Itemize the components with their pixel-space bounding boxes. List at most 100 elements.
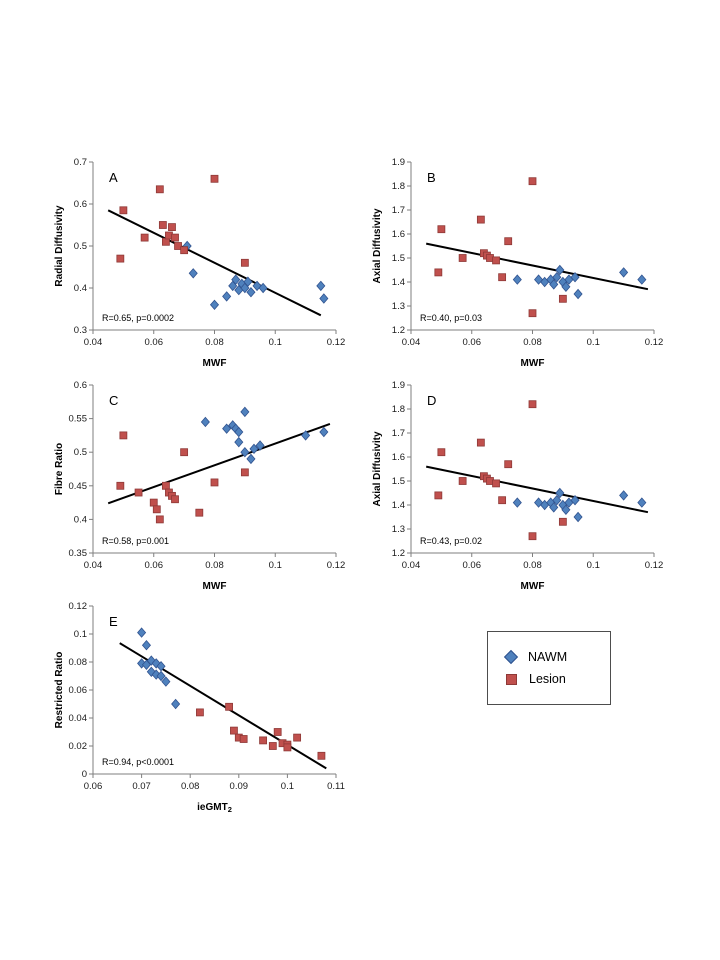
y-tick-label: 0.08 xyxy=(69,657,88,668)
data-point-square xyxy=(528,309,537,318)
data-point-square xyxy=(317,751,326,760)
data-point-square xyxy=(240,258,249,267)
data-point-square xyxy=(225,702,233,711)
data-point-diamond xyxy=(200,416,210,428)
y-tick-label: 1.9 xyxy=(392,157,405,168)
data-point-diamond xyxy=(573,511,583,523)
data-point-diamond xyxy=(151,669,161,680)
scatter-plot-C: 0.04 0.06 0.08 0.1 0.12 0.35 0.4 0.45 0.5 0.55 0.6… xyxy=(54,380,345,592)
x-tick-label: 0.1 xyxy=(281,781,294,792)
scatter-plot-A: 0.04 0.06 0.08 0.1 0.12 0.3 0.4 0.5 0.6 0.7 A R=0.6… xyxy=(54,157,345,369)
x-tick-label: 0.1 xyxy=(269,337,282,348)
x-tick-label: 0.1 xyxy=(587,337,600,348)
x-tick-label: 0.1 xyxy=(269,560,282,571)
x-tick-label: 0.08 xyxy=(181,781,200,792)
x-axis-label: MWF xyxy=(203,358,227,369)
lesion-square-icon xyxy=(506,673,517,685)
y-tick-label: 0.55 xyxy=(69,414,88,425)
data-point-diamond xyxy=(161,676,171,687)
data-point-square xyxy=(180,448,189,457)
panel-a-radial-diffusivity-chart: 0.04 0.06 0.08 0.1 0.12 0.3 0.4 0.5 0.6 0.7 A R=0.6… xyxy=(48,152,348,372)
data-point-diamond xyxy=(561,281,571,293)
x-tick-label: 0.08 xyxy=(523,560,542,571)
y-tick-label: 1.3 xyxy=(392,301,405,312)
data-point-diamond xyxy=(555,487,565,499)
y-tick-label: 0.35 xyxy=(69,548,88,559)
correlation-annotation: R=0.65, p=0.0002 xyxy=(102,313,174,323)
y-tick-label: 0.45 xyxy=(69,481,88,492)
data-point-diamond xyxy=(234,426,244,438)
data-point-square xyxy=(528,532,537,541)
data-point-square xyxy=(152,505,161,514)
x-tick-label: 0.04 xyxy=(402,337,421,348)
panel-letter: B xyxy=(427,170,436,185)
x-tick-label: 0.1 xyxy=(587,560,600,571)
data-point-square xyxy=(230,726,238,735)
legend-label-nawm: NAWM xyxy=(528,650,568,664)
data-point-square xyxy=(195,508,204,517)
data-point-square xyxy=(259,736,268,745)
data-point-diamond xyxy=(570,271,580,283)
panel-c-fibre-ratio-chart: 0.04 0.06 0.08 0.1 0.12 0.35 0.4 0.45 0.5 0.55 0.6… xyxy=(48,375,348,595)
data-point-square xyxy=(492,256,500,265)
data-point-square xyxy=(140,233,149,242)
data-point-square xyxy=(504,460,513,469)
data-point-diamond xyxy=(222,423,232,434)
x-tick-label: 0.06 xyxy=(463,337,482,348)
data-point-diamond xyxy=(146,655,156,666)
y-tick-label: 0.6 xyxy=(74,199,87,210)
data-point-square xyxy=(492,479,500,488)
data-point-diamond xyxy=(243,276,253,287)
scatter-plot-B: 0.04 0.06 0.08 0.1 0.12 1.2 1.3 1.4 1.5 1.6 1.7 1.8… xyxy=(372,157,663,369)
correlation-annotation: R=0.58, p=0.001 xyxy=(102,536,169,546)
data-point-square xyxy=(437,225,446,234)
x-tick-label: 0.09 xyxy=(230,781,249,792)
y-tick-label: 0.6 xyxy=(74,380,87,391)
legend-item-nawm: NAWM xyxy=(503,649,602,665)
data-point-diamond xyxy=(512,497,522,508)
trendline xyxy=(425,242,649,291)
x-tick-label: 0.08 xyxy=(205,560,224,571)
data-point-square xyxy=(171,495,179,504)
data-point-square xyxy=(134,488,143,497)
data-point-square xyxy=(240,468,249,477)
y-tick-label: 0.02 xyxy=(69,741,88,752)
y-tick-label: 0.4 xyxy=(74,514,87,525)
data-point-diamond xyxy=(234,436,244,448)
data-point-diamond xyxy=(246,453,256,465)
data-point-square xyxy=(528,177,537,186)
x-axis-label: MWF xyxy=(521,358,545,369)
data-point-square xyxy=(149,498,158,507)
y-tick-label: 0.12 xyxy=(69,601,88,612)
correlation-annotation: R=0.94, p<0.0001 xyxy=(102,757,174,767)
correlation-annotation: R=0.40, p=0.03 xyxy=(420,313,482,323)
data-point-diamond xyxy=(222,291,232,302)
y-tick-label: 1.9 xyxy=(392,380,405,391)
x-tick-label: 0.06 xyxy=(463,560,482,571)
data-point-diamond xyxy=(240,406,250,418)
data-point-square xyxy=(171,233,179,242)
data-point-diamond xyxy=(209,299,220,311)
panel-letter: A xyxy=(109,170,118,185)
trendline xyxy=(107,209,322,317)
legend-item-lesion: Lesion xyxy=(506,672,602,686)
data-point-diamond xyxy=(552,271,562,283)
y-tick-label: 1.6 xyxy=(392,452,405,463)
y-tick-label: 0 xyxy=(82,769,87,780)
data-point-square xyxy=(498,496,507,505)
data-point-square xyxy=(174,242,182,250)
data-point-diamond xyxy=(555,264,565,276)
data-point-diamond xyxy=(316,280,326,292)
y-tick-label: 0.5 xyxy=(74,447,87,458)
data-point-diamond xyxy=(301,430,311,441)
data-point-square xyxy=(293,733,302,742)
data-point-square xyxy=(268,742,277,750)
data-point-square xyxy=(196,708,204,717)
data-point-square xyxy=(458,254,467,262)
y-tick-label: 1.7 xyxy=(392,428,405,439)
data-point-diamond xyxy=(240,446,250,458)
y-tick-label: 1.5 xyxy=(392,476,405,487)
x-tick-label: 0.06 xyxy=(145,337,164,348)
panel-letter: C xyxy=(109,393,118,408)
